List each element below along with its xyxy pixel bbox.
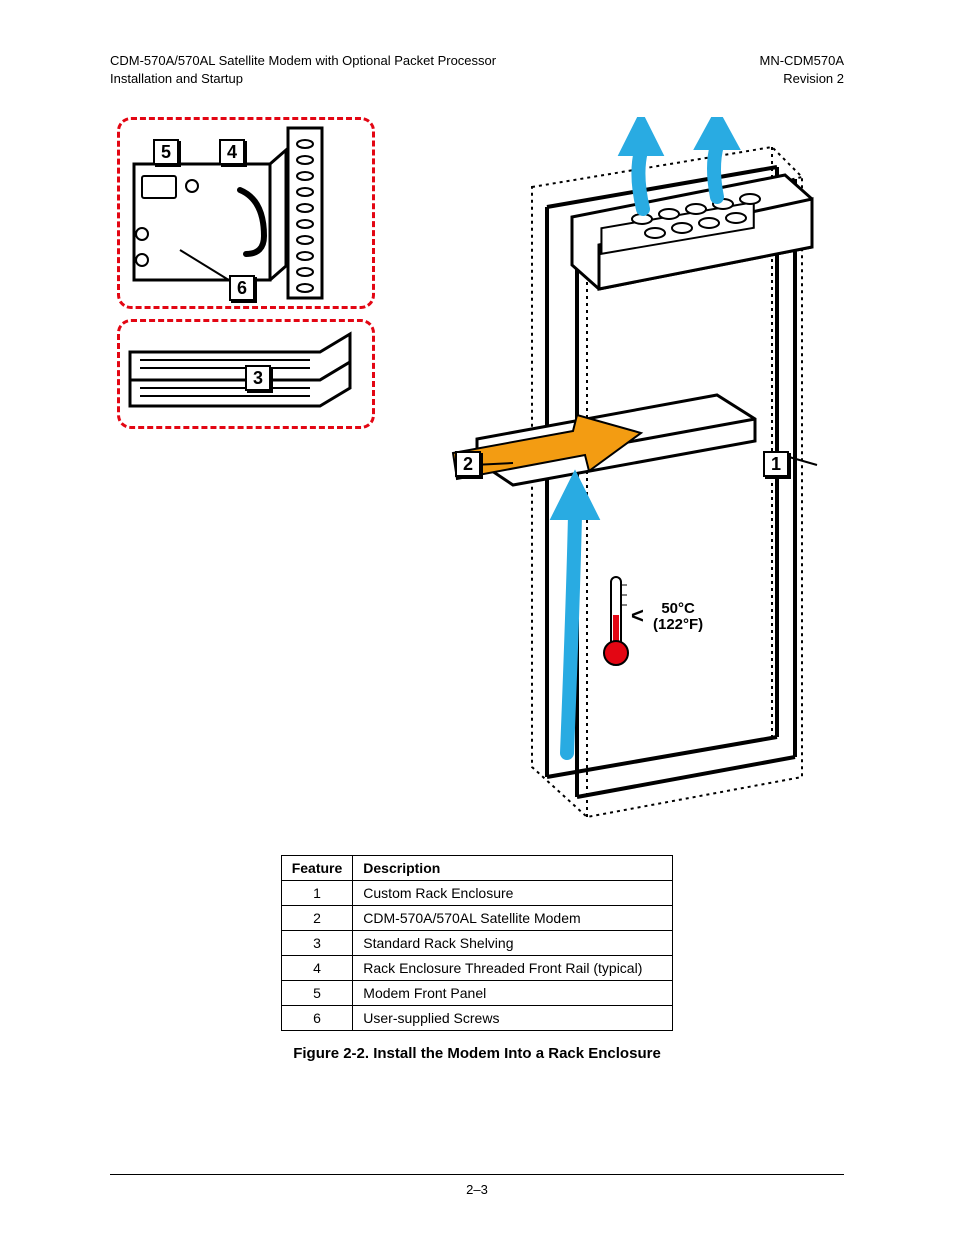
temp-c: 50°C [653, 601, 703, 617]
callout-5: 5 [153, 139, 179, 165]
feature-table: Feature Description 1 Custom Rack Enclos… [281, 855, 674, 1031]
table-row: 2 CDM-570A/570AL Satellite Modem [281, 906, 673, 931]
cell-feature: 3 [281, 931, 353, 956]
header-right: MN-CDM570A Revision 2 [759, 52, 844, 87]
th-feature: Feature [281, 856, 353, 881]
page: CDM-570A/570AL Satellite Modem with Opti… [0, 0, 954, 1235]
revision: Revision 2 [759, 70, 844, 88]
table-row: 1 Custom Rack Enclosure [281, 881, 673, 906]
callout-4: 4 [219, 139, 245, 165]
callout-6: 6 [229, 275, 255, 301]
th-description: Description [353, 856, 673, 881]
callout-1: 1 [763, 451, 789, 477]
figure-caption: Figure 2-2. Install the Modem Into a Rac… [110, 1045, 844, 1062]
temperature-label: 50°C (122°F) [653, 601, 703, 633]
cell-description: Modem Front Panel [353, 981, 673, 1006]
temp-f: (122°F) [653, 617, 703, 633]
rack-svg: < [417, 117, 837, 837]
callout-2: 2 [455, 451, 481, 477]
table-row: 6 User-supplied Screws [281, 1006, 673, 1031]
cell-feature: 6 [281, 1006, 353, 1031]
cell-description: Standard Rack Shelving [353, 931, 673, 956]
cell-description: Rack Enclosure Threaded Front Rail (typi… [353, 956, 673, 981]
figure-area: < 50°C (122°F) 1 2 3 4 5 6 [117, 117, 837, 837]
callout-3: 3 [245, 365, 271, 391]
cell-description: CDM-570A/570AL Satellite Modem [353, 906, 673, 931]
cell-feature: 2 [281, 906, 353, 931]
footer-rule [110, 1174, 844, 1175]
cell-feature: 1 [281, 881, 353, 906]
table-row: 3 Standard Rack Shelving [281, 931, 673, 956]
rack-enclosure: < [417, 117, 837, 837]
table-row: 4 Rack Enclosure Threaded Front Rail (ty… [281, 956, 673, 981]
table-header-row: Feature Description [281, 856, 673, 881]
product-line-2: Installation and Startup [110, 70, 496, 88]
doc-id: MN-CDM570A [759, 52, 844, 70]
product-line-1: CDM-570A/570AL Satellite Modem with Opti… [110, 52, 496, 70]
cell-description: Custom Rack Enclosure [353, 881, 673, 906]
cell-feature: 4 [281, 956, 353, 981]
cell-description: User-supplied Screws [353, 1006, 673, 1031]
header-left: CDM-570A/570AL Satellite Modem with Opti… [110, 52, 496, 87]
cell-feature: 5 [281, 981, 353, 1006]
page-header: CDM-570A/570AL Satellite Modem with Opti… [110, 52, 844, 87]
svg-text:<: < [631, 603, 644, 628]
table-row: 5 Modem Front Panel [281, 981, 673, 1006]
page-number: 2–3 [0, 1182, 954, 1197]
